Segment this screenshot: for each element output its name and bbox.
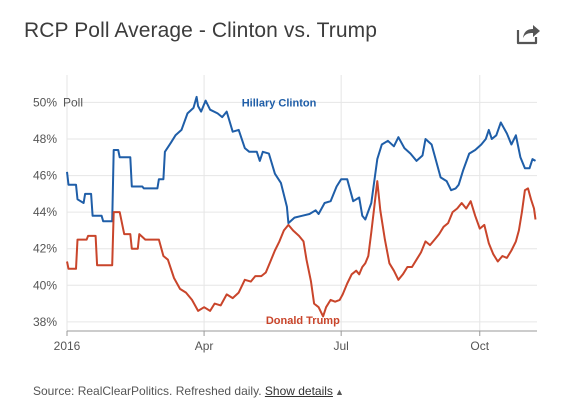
y-tick-label: 50%: [33, 95, 57, 109]
y-tick-label: 44%: [33, 205, 57, 219]
y-unit-label: Poll: [63, 95, 83, 109]
y-tick-label: 38%: [33, 315, 57, 329]
x-tick-label: Apr: [195, 339, 214, 353]
x-tick-label: 2016: [54, 339, 81, 353]
y-tick-label: 40%: [33, 278, 57, 292]
y-tick-label: 46%: [33, 169, 57, 183]
series-line-hillary-clinton: [66, 95, 537, 225]
x-tick-label: Oct: [470, 339, 489, 353]
y-tick-label: 48%: [33, 132, 57, 146]
line-chart: 38% 40% 42% 44% 46% 48% 50% Poll 2016 Apr Jul Oct Hi…: [33, 75, 537, 353]
series-line-donald-trump: [66, 180, 537, 318]
series-label-hillary-clinton: Hillary Clinton: [242, 97, 317, 109]
y-tick-label: 42%: [33, 242, 57, 256]
share-arrow-icon[interactable]: [515, 20, 541, 46]
series-lines: [66, 95, 537, 318]
show-details-link[interactable]: Show details: [264, 384, 333, 398]
x-tick-label: Jul: [333, 339, 348, 353]
series-label-donald-trump: Donald Trump: [266, 315, 340, 327]
labels: 38% 40% 42% 44% 46% 48% 50% Poll 2016 Apr Jul Oct Hi…: [33, 95, 490, 353]
chart-title: RCP Poll Average - Clinton vs. Trump: [24, 19, 377, 42]
grid-lines: [66, 75, 537, 331]
axes: [66, 330, 537, 336]
source-note: Source: RealClearPolitics. Refreshed dai…: [33, 384, 344, 398]
source-text: Source: RealClearPolitics. Refreshed dai…: [33, 384, 262, 398]
caret-up-icon[interactable]: ▲: [334, 387, 344, 397]
